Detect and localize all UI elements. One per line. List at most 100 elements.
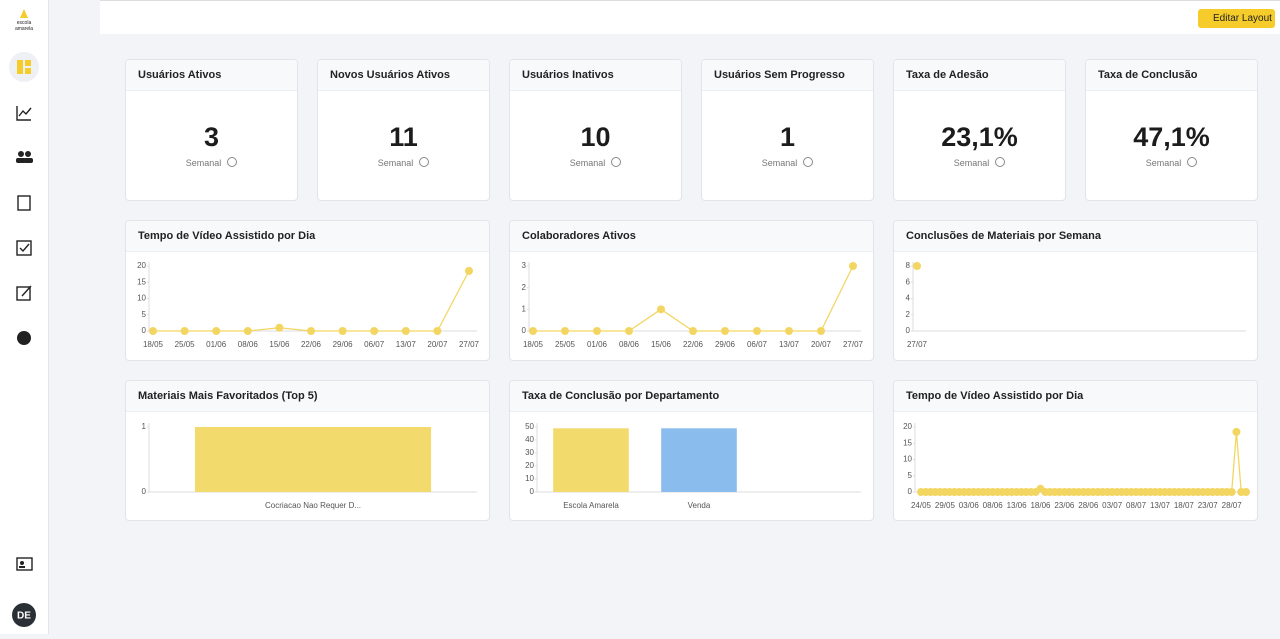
kpi-period: Semanal [126,157,297,168]
y-tick-label: 10 [903,455,912,464]
kpi-value: 47,1% [1133,122,1210,152]
point [433,327,442,335]
y-tick-label: 0 [530,487,535,496]
kpi-period: Semanal [894,157,1065,168]
card-header [126,381,489,412]
x-tick-label: 29/06 [333,340,354,349]
x-tick-label: 18/05 [523,340,544,349]
y-tick-label: 0 [906,326,911,335]
kpi-card: Usuários Sem Progresso 1 Semanal [701,59,874,201]
nav-icon[interactable] [17,195,31,211]
sidebar: escola amarela DE [0,0,49,634]
card-header [894,221,1257,252]
card-header [1086,60,1257,91]
info-icon[interactable] [995,157,1006,167]
line [153,270,470,332]
x-tick-label: 22/06 [301,340,322,349]
x-tick-label: Escola Amarela [563,501,619,510]
info-icon[interactable] [611,157,622,167]
edit-layout-button[interactable]: Editar Layout [1198,9,1275,28]
period-label: Semanal [185,158,222,168]
point [657,305,665,314]
avatar[interactable] [12,603,36,627]
x-tick-label: 06/07 [364,340,385,349]
nav-icon[interactable] [18,151,24,157]
nav-icon[interactable] [16,557,33,571]
kpi-title: Usuários Inativos [522,69,614,81]
y-tick-label: 0 [142,326,147,335]
point [913,262,921,270]
info-icon[interactable] [803,157,814,167]
point [593,327,601,335]
point [401,327,410,335]
y-tick-label: 4 [906,294,911,303]
y-tick-label: 15 [137,277,146,286]
x-tick-label: 06/07 [747,340,768,349]
y-tick-label: 5 [908,471,913,480]
x-tick-label: 25/05 [175,340,196,349]
x-tick-label: 20/07 [427,340,448,349]
chart-card: Materiais Mais Favoritados (Top 5) [125,380,490,521]
point [529,327,537,335]
chart-title: Tempo de Vídeo Assistido por Dia [906,390,1084,402]
x-tick-label: 13/06 [1007,501,1028,510]
y-tick-label: 1 [142,422,147,431]
x-tick-label: 13/07 [779,340,800,349]
x-tick-label: 18/05 [143,340,164,349]
card-header [702,60,873,91]
period-label: Semanal [1145,158,1182,168]
point [625,327,633,335]
y-tick-label: 50 [525,422,534,431]
kpi-title: Taxa de Conclusão [1098,69,1198,81]
kpi-card: Taxa de Adesão 23,1% Semanal [893,59,1066,201]
topbar: Editar Layout [100,0,1280,34]
x-tick-label: 22/06 [683,340,704,349]
x-tick-label: 20/07 [811,340,832,349]
point [1242,488,1250,496]
kpi-card: Usuários Inativos 10 Semanal [509,59,682,201]
bar [553,428,629,492]
x-tick-label: Cocriacao Nao Requer D... [265,501,361,510]
point [1227,488,1236,496]
x-tick-label: 15/06 [651,340,672,349]
kpi-period: Semanal [510,157,681,168]
nav-icon[interactable] [16,240,32,256]
nav-icon[interactable] [16,106,31,121]
chart-card: Tempo de Vídeo Assistido por Dia [893,380,1258,521]
info-icon[interactable] [419,157,430,167]
card-header [318,60,489,91]
card-header [894,381,1257,412]
point [561,327,569,335]
nav-active[interactable] [9,52,39,82]
info-icon[interactable] [227,157,238,167]
kpi-value: 11 [389,122,418,152]
x-tick-label: 29/06 [715,340,736,349]
y-tick-label: 0 [908,487,913,496]
kpi-value: 10 [580,122,611,152]
kpi-title: Taxa de Adesão [906,69,989,81]
y-tick-label: 8 [906,261,911,270]
y-tick-label: 30 [525,448,534,457]
bar [661,428,737,492]
card-header [126,221,489,252]
logo-text: escola [17,20,32,26]
info-icon[interactable] [1187,157,1198,167]
nav-icon[interactable] [18,107,32,117]
kpi-value: 1 [779,122,796,152]
card-header [894,60,1065,91]
point [1232,427,1241,436]
point [689,327,697,335]
kpi-title: Usuários Sem Progresso [714,69,845,81]
y-tick-label: 20 [525,461,534,470]
point [817,327,825,335]
point [275,323,284,332]
kpi-card: Usuários Ativos 3 Semanal [125,59,298,201]
card-header [510,221,873,252]
point [849,262,857,270]
x-tick-label: 13/07 [1150,501,1171,510]
y-tick-label: 2 [522,283,527,292]
nav-icon[interactable] [17,331,31,345]
nav-icon[interactable] [16,286,31,301]
